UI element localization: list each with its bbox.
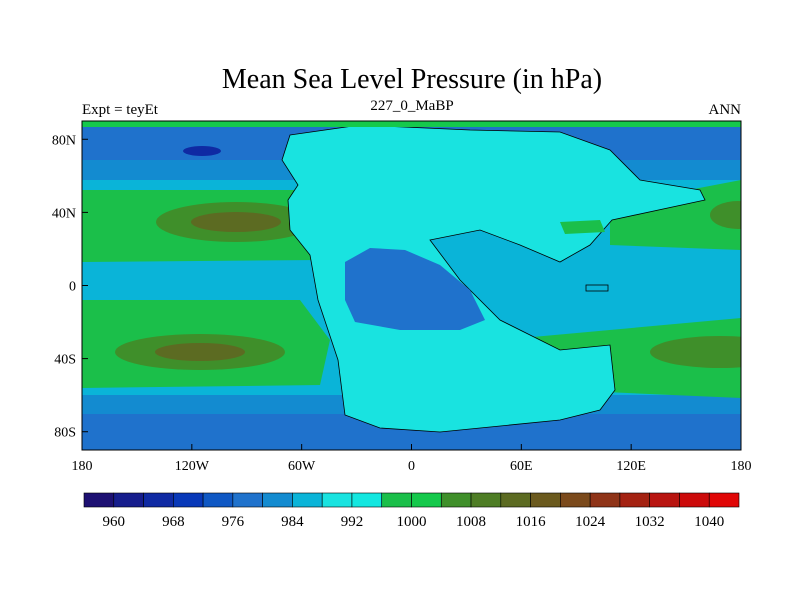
colorbar-swatch bbox=[619, 492, 650, 508]
high-south-east-core bbox=[650, 336, 741, 368]
colorbar-swatch bbox=[679, 492, 710, 508]
colorbar-label: 992 bbox=[341, 514, 364, 530]
y-tick-label: 40N bbox=[52, 206, 76, 221]
colorbar-swatch bbox=[530, 492, 561, 508]
colorbar-swatch bbox=[381, 492, 412, 508]
island bbox=[585, 284, 609, 292]
colorbar-label: 1040 bbox=[694, 514, 724, 530]
colorbar-label: 984 bbox=[281, 514, 304, 530]
x-tick-label: 120W bbox=[175, 459, 210, 474]
colorbar-label: 1024 bbox=[575, 514, 606, 530]
y-tick-label: 0 bbox=[69, 280, 76, 295]
colorbar-swatch bbox=[649, 492, 680, 508]
high-south-core-inner bbox=[155, 343, 245, 361]
colorbar-swatch bbox=[321, 492, 353, 508]
polar-core-low bbox=[183, 146, 221, 156]
season-label: ANN bbox=[709, 102, 742, 118]
subtropical-high-north-east-band bbox=[610, 180, 741, 250]
colorbar-swatch bbox=[411, 492, 442, 508]
x-tick-label: 60W bbox=[288, 459, 316, 474]
colorbar-swatch bbox=[560, 492, 591, 508]
colorbar-swatch bbox=[708, 492, 740, 508]
map-panel: 180 120W 60W 0 60E 120E 180 80N 40N 0 40S 80S bbox=[52, 120, 752, 474]
colorbar-swatch bbox=[351, 492, 383, 508]
colorbar-swatch bbox=[440, 492, 472, 508]
x-tick-label: 180 bbox=[72, 459, 93, 474]
high-north-core-inner bbox=[191, 212, 281, 232]
colorbar-label: 968 bbox=[162, 514, 185, 530]
colorbar-swatch bbox=[500, 492, 531, 508]
green-strip-north bbox=[560, 220, 605, 234]
y-axis: 80N 40N 0 40S 80S bbox=[52, 133, 88, 441]
colorbar-label: 1016 bbox=[516, 514, 547, 530]
figure-title: Mean Sea Level Pressure (in hPa) bbox=[222, 64, 602, 95]
period-label: 227_0_MaBP bbox=[370, 98, 453, 114]
x-axis: 180 120W 60W 0 60E 120E 180 bbox=[72, 444, 752, 474]
x-tick-label: 0 bbox=[408, 459, 415, 474]
colorbar: 960 968 976 984 992 1000 1008 1016 1024 1032 1040 bbox=[83, 492, 740, 530]
colorbar-swatch bbox=[113, 492, 144, 508]
continental-low bbox=[345, 248, 485, 330]
experiment-label: Expt = teyEt bbox=[82, 102, 159, 118]
colorbar-swatch bbox=[470, 492, 502, 508]
x-tick-label: 180 bbox=[731, 459, 752, 474]
colorbar-swatch bbox=[262, 492, 293, 508]
colorbar-label: 1000 bbox=[397, 514, 427, 530]
y-tick-label: 40S bbox=[54, 353, 76, 368]
colorbar-label: 1008 bbox=[456, 514, 486, 530]
x-tick-label: 120E bbox=[616, 459, 646, 474]
top-edge-strip bbox=[82, 121, 741, 127]
colorbar-swatch bbox=[143, 492, 174, 508]
high-north-east-core bbox=[710, 201, 741, 229]
y-tick-label: 80N bbox=[52, 133, 76, 148]
supercontinent bbox=[281, 124, 706, 433]
colorbar-label: 976 bbox=[222, 514, 245, 530]
colorbar-swatch bbox=[589, 492, 621, 508]
colorbar-label: 960 bbox=[103, 514, 126, 530]
colorbar-swatch bbox=[292, 492, 323, 508]
x-tick-label: 60E bbox=[510, 459, 533, 474]
y-tick-label: 80S bbox=[54, 426, 76, 441]
colorbar-label: 1032 bbox=[635, 514, 665, 530]
colorbar-swatch bbox=[83, 492, 115, 508]
colorbar-swatch bbox=[202, 492, 234, 508]
colorbar-swatch bbox=[173, 492, 204, 508]
colorbar-swatch bbox=[232, 492, 263, 508]
